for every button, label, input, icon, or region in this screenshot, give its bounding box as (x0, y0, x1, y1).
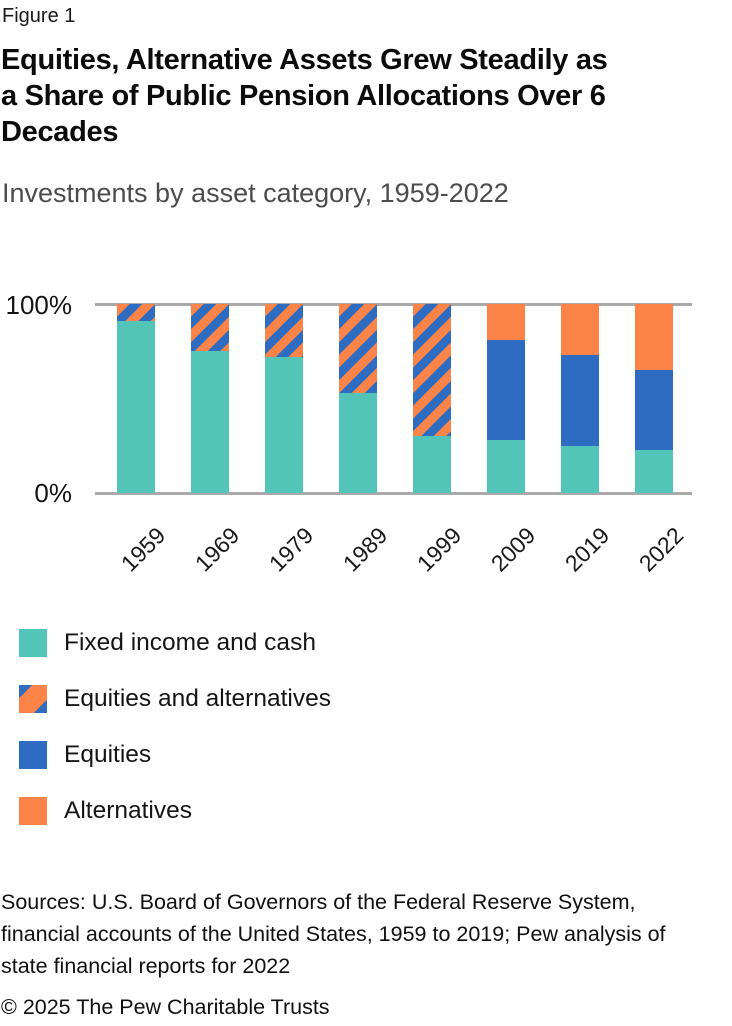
bar-segment-fixed-income-and-cash-2022 (635, 449, 673, 493)
legend-label-equities-and-alternatives: Equities and alternatives (64, 685, 331, 712)
x-axis-label-2009: 2009 (485, 522, 541, 577)
x-axis-label-1989: 1989 (337, 522, 393, 577)
bar-segment-alternatives-2019 (561, 304, 599, 356)
bar-segment-fixed-income-and-cash-1979 (265, 356, 303, 493)
gridline-100-percent (95, 303, 692, 306)
source-line-1: Sources: U.S. Board of Governors of the … (1, 890, 636, 914)
x-axis-label-2019: 2019 (559, 522, 615, 577)
title-line-2: a Share of Public Pension Allocations Ov… (1, 80, 606, 112)
legend-swatch-equities-and-alternatives (19, 685, 47, 713)
bar-segment-equities-2022 (635, 370, 673, 450)
x-axis-label-1969: 1969 (189, 522, 245, 577)
bar-2009 (487, 304, 525, 493)
bar-segment-fixed-income-and-cash-1959 (117, 321, 155, 493)
y-axis-label-100: 100% (5, 290, 73, 320)
legend-swatch-alternatives (19, 797, 47, 825)
plot-area (95, 303, 692, 495)
copyright-notice: © 2025 The Pew Charitable Trusts (1, 995, 330, 1019)
bar-segment-equities-2009 (487, 339, 525, 441)
legend: Fixed income and cash Equities and altern… (19, 629, 331, 853)
y-axis-label-0: 0% (34, 478, 72, 508)
bar-1999 (413, 304, 451, 493)
bar-2022 (635, 304, 673, 493)
x-axis-label-1979: 1979 (263, 522, 319, 577)
title-line-1: Equities, Alternative Assets Grew Steadi… (1, 44, 608, 76)
bar-segment-fixed-income-and-cash-1989 (339, 392, 377, 493)
bar-segment-equities-and-alternatives-1979 (265, 304, 303, 357)
figure-title: Equities, Alternative Assets Grew Steadi… (1, 42, 731, 150)
legend-item-equities: Equities (19, 741, 331, 769)
title-line-3: Decades (1, 116, 119, 148)
legend-item-alternatives: Alternatives (19, 797, 331, 825)
bar-segment-equities-and-alternatives-1959 (117, 304, 155, 322)
legend-label-equities: Equities (64, 741, 152, 768)
source-note: Sources: U.S. Board of Governors of the … (1, 886, 731, 982)
bar-segment-equities-and-alternatives-1989 (339, 304, 377, 393)
bar-segment-equities-and-alternatives-1999 (413, 304, 451, 437)
gridline-0-percent (95, 492, 692, 495)
x-axis-label-1959: 1959 (115, 522, 171, 577)
legend-swatch-fixed-income-and-cash (19, 629, 47, 657)
x-axis-label-1999: 1999 (411, 522, 467, 577)
bar-segment-equities-2019 (561, 355, 599, 446)
legend-item-fixed-income-and-cash: Fixed income and cash (19, 629, 331, 657)
bar-1979 (265, 304, 303, 493)
bar-segment-equities-and-alternatives-1969 (191, 304, 229, 352)
bar-segment-fixed-income-and-cash-2019 (561, 445, 599, 493)
legend-label-fixed-income-and-cash: Fixed income and cash (64, 629, 316, 656)
legend-label-alternatives: Alternatives (64, 797, 193, 824)
bar-1989 (339, 304, 377, 493)
source-line-2: financial accounts of the United States,… (1, 922, 666, 946)
x-axis-label-2022: 2022 (633, 522, 689, 577)
bar-segment-alternatives-2022 (635, 304, 673, 371)
legend-swatch-equities (19, 741, 47, 769)
bar-2019 (561, 304, 599, 493)
bar-1969 (191, 304, 229, 493)
bar-1959 (117, 304, 155, 493)
figure-subtitle: Investments by asset category, 1959-2022 (2, 178, 509, 208)
bar-segment-fixed-income-and-cash-1969 (191, 351, 229, 493)
bar-segment-alternatives-2009 (487, 304, 525, 340)
legend-item-equities-and-alternatives: Equities and alternatives (19, 685, 331, 713)
source-line-3: state financial reports for 2022 (1, 954, 291, 978)
figure-label: Figure 1 (2, 5, 76, 27)
bar-segment-fixed-income-and-cash-1999 (413, 436, 451, 493)
bar-segment-fixed-income-and-cash-2009 (487, 440, 525, 493)
